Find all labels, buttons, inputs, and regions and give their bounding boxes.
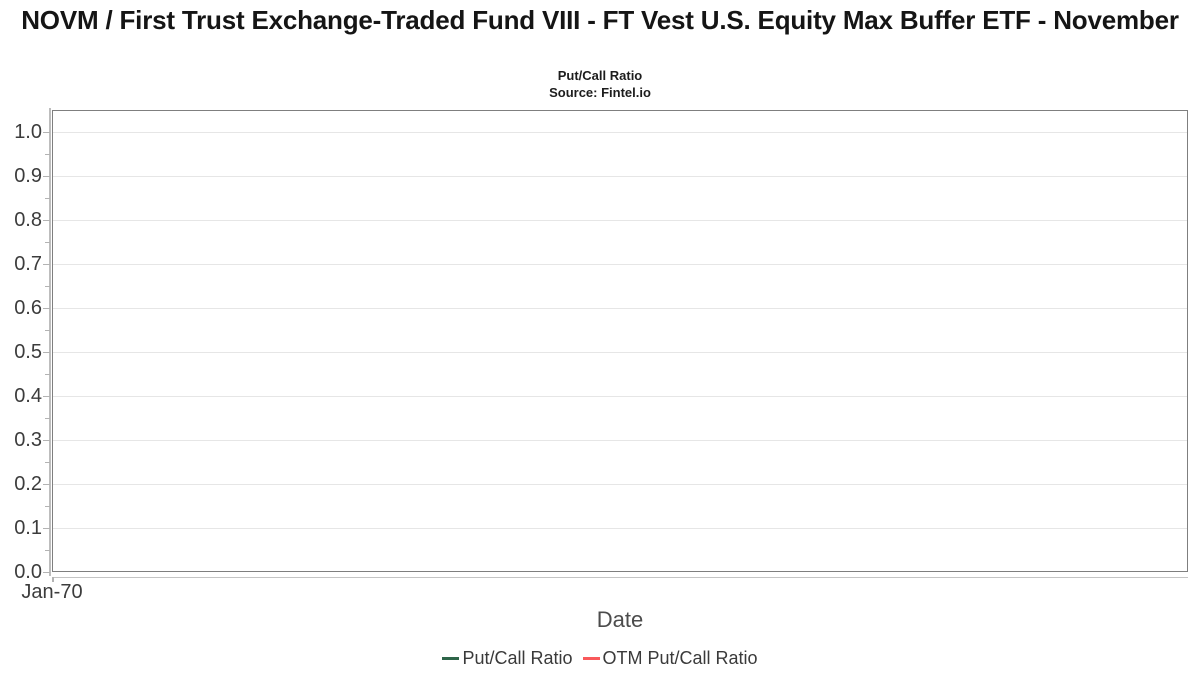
y-tick-label: 0.6 bbox=[14, 297, 42, 319]
y-major-tick bbox=[43, 264, 50, 265]
y-major-tick bbox=[43, 220, 50, 221]
y-tick-label: 0.1 bbox=[14, 517, 42, 539]
y-tick-label: 1.0 bbox=[14, 121, 42, 143]
legend-line-swatch bbox=[582, 657, 600, 660]
y-minor-tick bbox=[45, 550, 50, 551]
y-minor-tick bbox=[45, 198, 50, 199]
chart-source: Source: Fintel.io bbox=[549, 85, 651, 100]
legend-line-swatch bbox=[442, 657, 460, 660]
y-major-tick bbox=[43, 528, 50, 529]
y-axis-line bbox=[49, 108, 51, 576]
y-major-tick bbox=[43, 132, 50, 133]
y-tick-label: 0.7 bbox=[14, 253, 42, 275]
y-gridline bbox=[53, 351, 1187, 353]
y-gridline bbox=[53, 307, 1187, 309]
y-gridline bbox=[53, 483, 1187, 485]
y-tick-label: 0.5 bbox=[14, 341, 42, 363]
y-minor-tick bbox=[45, 418, 50, 419]
y-major-tick bbox=[43, 396, 50, 397]
y-minor-tick bbox=[45, 374, 50, 375]
y-minor-tick bbox=[45, 286, 50, 287]
y-minor-tick bbox=[45, 242, 50, 243]
y-tick-label: 0.2 bbox=[14, 473, 42, 495]
legend-label: Put/Call Ratio bbox=[462, 648, 573, 668]
legend-label: OTM Put/Call Ratio bbox=[602, 648, 758, 668]
x-axis-title: Date bbox=[596, 607, 644, 632]
y-tick-label: 0.8 bbox=[14, 209, 42, 231]
y-tick-label: 0.0 bbox=[14, 561, 42, 583]
y-minor-tick bbox=[45, 330, 50, 331]
y-gridline bbox=[53, 131, 1187, 133]
y-minor-tick bbox=[45, 154, 50, 155]
plot-area bbox=[52, 110, 1188, 572]
x-tick-label: Jan-70 bbox=[21, 581, 83, 603]
x-axis-line bbox=[52, 577, 1188, 578]
legend-item-put-call-ratio[interactable]: Put/Call Ratio bbox=[442, 648, 573, 669]
y-major-tick bbox=[43, 308, 50, 309]
y-tick-label: 0.9 bbox=[14, 165, 42, 187]
y-major-tick bbox=[43, 440, 50, 441]
y-tick-label: 0.3 bbox=[14, 429, 42, 451]
y-gridline bbox=[53, 219, 1187, 221]
x-tick bbox=[52, 577, 54, 582]
y-gridline bbox=[53, 395, 1187, 397]
y-major-tick bbox=[43, 484, 50, 485]
y-minor-tick bbox=[45, 462, 50, 463]
chart-subtitle: Put/Call Ratio bbox=[557, 68, 643, 83]
y-gridline bbox=[53, 439, 1187, 441]
y-tick-label: 0.4 bbox=[14, 385, 42, 407]
y-gridline bbox=[53, 527, 1187, 529]
y-major-tick bbox=[43, 572, 50, 573]
chart-legend: Put/Call Ratio OTM Put/Call Ratio bbox=[0, 648, 1200, 669]
y-gridline bbox=[53, 175, 1187, 177]
y-minor-tick bbox=[45, 506, 50, 507]
y-major-tick bbox=[43, 176, 50, 177]
legend-item-otm-put-call-ratio[interactable]: OTM Put/Call Ratio bbox=[582, 648, 758, 669]
chart-title: NOVM / First Trust Exchange-Traded Fund … bbox=[21, 5, 1179, 35]
y-major-tick bbox=[43, 352, 50, 353]
y-gridline bbox=[53, 263, 1187, 265]
